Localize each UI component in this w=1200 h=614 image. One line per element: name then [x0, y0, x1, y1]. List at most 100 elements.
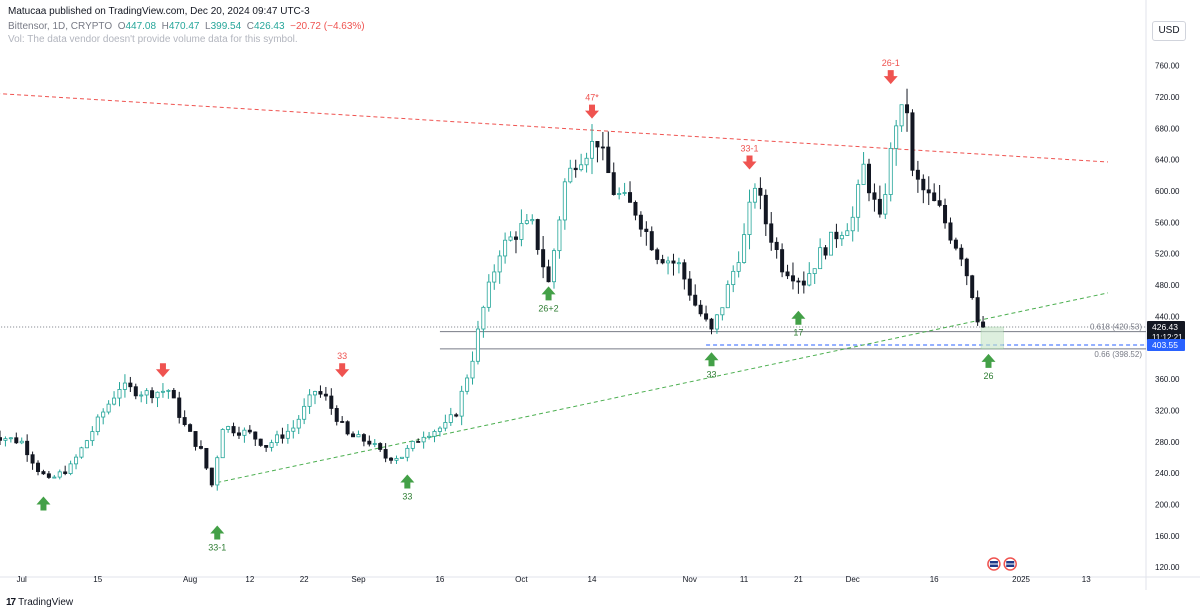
candle-body[interactable] — [280, 434, 285, 439]
candle-body[interactable] — [274, 434, 279, 444]
candle-body[interactable] — [443, 422, 448, 429]
candle-body[interactable] — [334, 408, 339, 422]
candle-body[interactable] — [850, 216, 855, 232]
candle-body[interactable] — [845, 230, 850, 236]
candle-body[interactable] — [329, 395, 334, 409]
candle-body[interactable] — [486, 281, 491, 308]
candle-body[interactable] — [14, 437, 19, 444]
candle-body[interactable] — [682, 262, 687, 280]
candle-body[interactable] — [155, 391, 160, 399]
candle-body[interactable] — [356, 434, 361, 438]
candle-body[interactable] — [638, 214, 643, 230]
candle-body[interactable] — [416, 441, 421, 443]
candle-body[interactable] — [752, 187, 757, 203]
candle-body[interactable] — [823, 247, 828, 256]
candle-body[interactable] — [291, 427, 296, 432]
candle-body[interactable] — [215, 457, 220, 486]
candle-body[interactable] — [361, 434, 366, 442]
candle-body[interactable] — [166, 389, 171, 392]
candle-body[interactable] — [742, 234, 747, 263]
candle-body[interactable] — [340, 421, 345, 423]
candle-body[interactable] — [872, 192, 877, 200]
candle-body[interactable] — [160, 390, 165, 393]
candle-body[interactable] — [926, 189, 931, 194]
candle-body[interactable] — [981, 321, 986, 328]
candle-body[interactable] — [839, 235, 844, 240]
candle-body[interactable] — [818, 247, 823, 270]
candle-body[interactable] — [883, 194, 888, 215]
candle-body[interactable] — [807, 273, 812, 286]
candle-body[interactable] — [557, 219, 562, 252]
candle-body[interactable] — [30, 454, 35, 464]
candle-body[interactable] — [209, 467, 214, 486]
buy-signal-arrow-icon[interactable] — [791, 310, 806, 325]
candle-body[interactable] — [899, 104, 904, 127]
candle-body[interactable] — [242, 429, 247, 436]
candle-body[interactable] — [584, 157, 589, 166]
candle-body[interactable] — [383, 449, 388, 459]
candle-body[interactable] — [74, 456, 79, 465]
target-zone-box[interactable] — [980, 326, 1004, 350]
candle-body[interactable] — [943, 204, 948, 224]
candle-body[interactable] — [856, 184, 861, 218]
candle-body[interactable] — [834, 231, 839, 240]
candle-body[interactable] — [704, 313, 709, 320]
candle-body[interactable] — [600, 146, 605, 149]
candle-body[interactable] — [198, 446, 203, 449]
support-trendline[interactable] — [217, 292, 1109, 484]
candle-body[interactable] — [628, 192, 633, 203]
candle-body[interactable] — [530, 219, 535, 222]
candle-body[interactable] — [932, 192, 937, 202]
candle-body[interactable] — [144, 390, 149, 396]
candle-body[interactable] — [459, 390, 464, 417]
candle-body[interactable] — [725, 284, 730, 309]
candle-body[interactable] — [590, 141, 595, 159]
candle-body[interactable] — [367, 440, 372, 445]
candle-body[interactable] — [606, 146, 611, 174]
candle-body[interactable] — [905, 104, 910, 114]
candle-body[interactable] — [171, 389, 176, 399]
candle-body[interactable] — [182, 417, 187, 425]
candle-body[interactable] — [655, 249, 660, 260]
candle-body[interactable] — [519, 223, 524, 240]
candle-body[interactable] — [188, 424, 193, 432]
candle-body[interactable] — [296, 418, 301, 429]
candle-body[interactable] — [25, 440, 30, 456]
candle-body[interactable] — [828, 231, 833, 256]
candle-body[interactable] — [323, 393, 328, 397]
buy-signal-arrow-icon[interactable] — [210, 525, 225, 540]
candle-body[interactable] — [535, 219, 540, 250]
candle-body[interactable] — [302, 405, 307, 420]
symbol-name[interactable]: Bittensor, 1D, CRYPTO — [8, 21, 113, 32]
candle-body[interactable] — [112, 397, 117, 405]
candle-body[interactable] — [513, 236, 518, 240]
candle-body[interactable] — [551, 250, 556, 283]
buy-signal-arrow-icon[interactable] — [36, 496, 51, 511]
candle-body[interactable] — [975, 297, 980, 323]
candle-body[interactable] — [573, 167, 578, 171]
candle-body[interactable] — [649, 231, 654, 251]
candle-body[interactable] — [595, 141, 600, 148]
buy-signal-arrow-icon[interactable] — [400, 474, 415, 489]
sell-signal-arrow-icon[interactable] — [883, 70, 898, 85]
candle-body[interactable] — [313, 391, 318, 396]
candle-body[interactable] — [465, 377, 470, 392]
candle-body[interactable] — [676, 262, 681, 265]
candle-body[interactable] — [8, 437, 13, 440]
candle-body[interactable] — [128, 382, 133, 388]
candle-body[interactable] — [454, 414, 459, 417]
candle-body[interactable] — [546, 266, 551, 283]
candle-body[interactable] — [122, 382, 127, 390]
candle-body[interactable] — [877, 198, 882, 215]
sell-signal-arrow-icon[interactable] — [155, 363, 170, 378]
candle-body[interactable] — [3, 438, 8, 441]
candle-body[interactable] — [405, 447, 410, 458]
candle-body[interactable] — [959, 247, 964, 260]
candle-body[interactable] — [622, 192, 627, 194]
currency-button[interactable]: USD — [1152, 21, 1186, 41]
candle-body[interactable] — [46, 473, 51, 478]
candle-body[interactable] — [709, 318, 714, 330]
candle-body[interactable] — [177, 397, 182, 418]
candle-body[interactable] — [492, 271, 497, 283]
candle-body[interactable] — [394, 458, 399, 461]
